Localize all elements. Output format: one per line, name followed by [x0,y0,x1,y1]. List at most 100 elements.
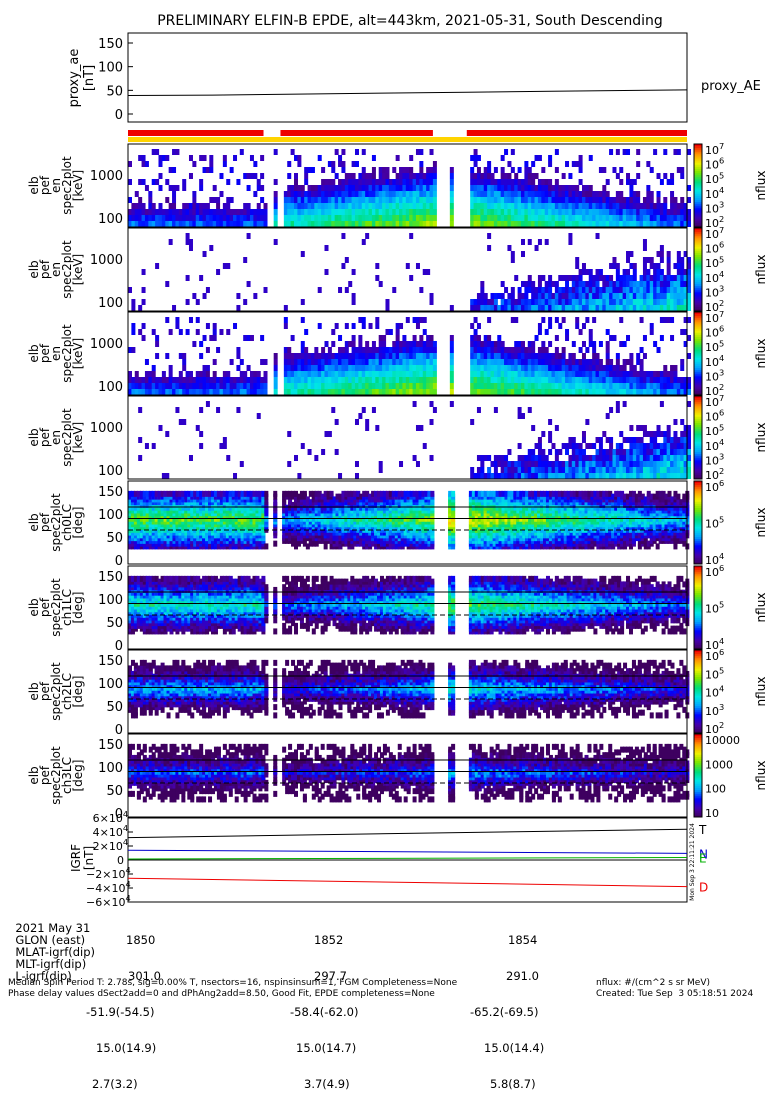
spectrogram-cell [541,449,545,455]
spectrogram-cell [562,173,566,179]
spectrogram-cell [538,323,542,329]
spectrogram-cell [687,401,691,407]
spectrogram-cell [623,341,627,347]
spectrogram-cell [172,305,176,311]
spectrogram-cell [487,245,491,251]
spectrogram-cell [548,419,552,425]
spectrogram-cell [575,317,579,323]
spectrogram-cell [687,377,691,383]
spectrogram-cell [592,347,596,353]
spectrogram-ytick-label: 100 [98,212,123,227]
spectrogram-cell [538,443,542,449]
spectrogram-cell [203,251,207,257]
spectrogram-cell [382,341,386,347]
spectrogram-cell [657,191,661,197]
spectrogram-cell [145,185,149,191]
spectrogram-cell [284,305,288,311]
spectrogram-cell [667,257,671,263]
spectrogram-cell [250,335,254,341]
spectrogram-cell [606,413,610,419]
spectrogram-cell [507,173,511,179]
spectrogram-cell [589,185,593,191]
spectrogram-cell [477,407,481,413]
spectrogram-cell [158,173,162,179]
spectrogram-cell [596,233,600,239]
spectrogram-cell [629,425,633,431]
spectrogram-cell [385,167,389,173]
spectrogram-cell [413,455,417,461]
spectrogram-cell [450,209,454,215]
spectrogram-cell [233,155,237,161]
spectrogram-cell [328,347,332,353]
spectrogram-cell [338,473,342,479]
spectrogram-cell [138,197,142,203]
spectrogram-cell [375,323,379,329]
spectrogram-cell [555,455,559,461]
proxy-ae-tick-label: 0 [115,108,123,123]
spectrogram-cell [318,323,322,329]
spectrogram-cell [551,443,555,449]
spectrogram-cell [646,161,650,167]
spectrogram-ytick-label: 1000 [90,421,123,436]
colorbar-tick-label: 103 [705,199,724,215]
spectrogram-cell [152,365,156,371]
spectrogram-cell [501,281,505,287]
colorbar-tick-label: 103 [705,451,724,467]
spectrogram-cell [579,275,583,281]
spectrogram-cell [511,149,515,155]
spectrogram-cell [409,275,413,281]
spectrogram-cell [216,407,220,413]
spectrogram-cell [592,443,596,449]
spectrogram-cell [663,149,667,155]
spectrogram-cell [182,185,186,191]
spectrogram-cell [247,281,251,287]
spectrogram-cell [165,179,169,185]
spectrogram-cell [362,323,366,329]
spectrogram-cell [206,287,210,293]
spectrogram-cell [606,353,610,359]
spectrogram-cell [155,179,159,185]
spectrogram-cell [297,161,301,167]
spectrogram-cell [416,323,420,329]
spectrogram-cell [450,383,454,389]
spectrogram-cell [372,167,376,173]
spectrogram-cell [531,341,535,347]
spectrogram-cell [619,431,623,437]
colorbar-label: nflux [754,339,768,369]
spectrogram-cell [352,323,356,329]
pitch-cell [264,543,268,549]
spectrogram-cell [189,239,193,245]
spectrogram-cell [175,317,179,323]
spectrogram-cell [236,347,240,353]
spectrogram-cell [375,263,379,269]
spectrogram-cell [226,179,230,185]
spectrogram-cell [487,335,491,341]
spectrogram-cell [206,347,210,353]
spectrogram-cell [548,161,552,167]
spectrogram-cell [640,365,644,371]
spectrogram-cell [507,449,511,455]
spectrogram-cell [606,347,610,353]
spectrogram-cell [264,371,268,377]
spectrogram-cell [145,359,149,365]
spectrogram-cell [660,257,664,263]
spectrogram-cell [264,389,268,395]
spectrogram-cell [409,233,413,239]
spectrogram-cell [433,221,437,227]
spectrogram-cell [474,161,478,167]
spectrogram-cell [531,425,535,431]
spectrogram-ylabel: [keV] [71,338,85,369]
spectrogram-cell [538,329,542,335]
spectrogram-cell [162,371,166,377]
spectrogram-cell [318,155,322,161]
quality-bar-base [128,137,687,142]
spectrogram-cell [548,437,552,443]
spectrogram-cell [331,179,335,185]
pitch-cell [303,491,307,497]
spectrogram-cell [667,431,671,437]
spectrogram-cell [128,179,132,185]
spectrogram-cell [531,281,535,287]
spectrogram-cell [650,197,654,203]
proxy-ae-ylabel-unit: [nT] [82,65,97,91]
spectrogram-cell [521,341,525,347]
